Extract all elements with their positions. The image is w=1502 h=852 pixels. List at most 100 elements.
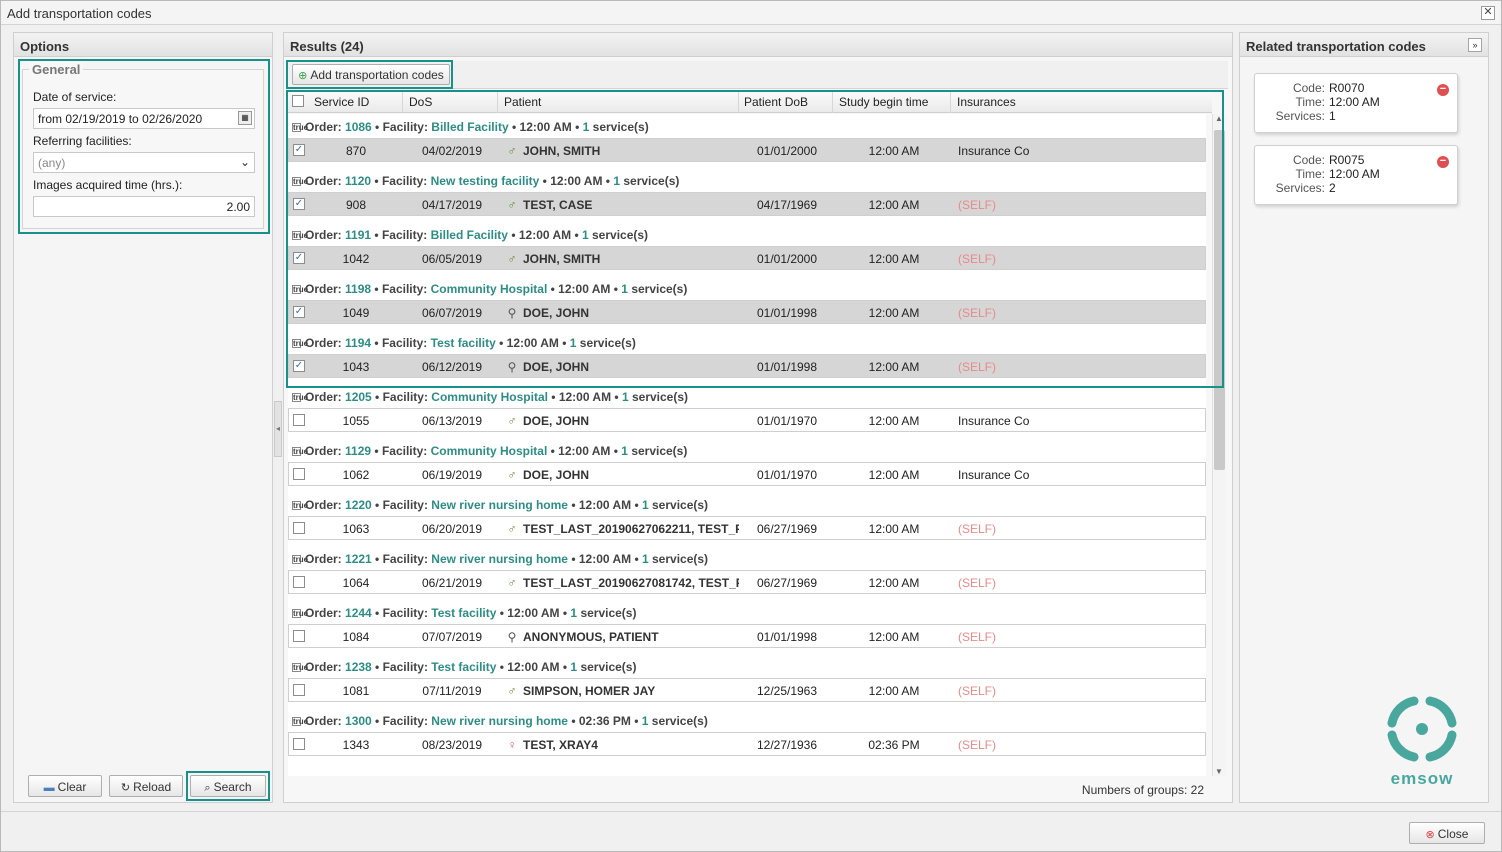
order-group-header[interactable]: trueOrder: 1191 • Facility: Billed Facil… <box>292 228 649 242</box>
group-toggle-icon[interactable]: true <box>292 555 309 564</box>
remove-icon[interactable]: − <box>1437 156 1449 168</box>
male-icon: ♂ <box>507 198 517 212</box>
order-group-header[interactable]: trueOrder: 1220 • Facility: New river nu… <box>292 498 709 512</box>
service-id-cell: 1343 <box>342 738 370 752</box>
order-group-header[interactable]: trueOrder: 1221 • Facility: New river nu… <box>292 552 709 566</box>
panel-splitter[interactable]: ◂ <box>274 401 282 457</box>
add-icon: ⊕ <box>298 70 308 82</box>
scrollbar-thumb[interactable] <box>1214 130 1225 470</box>
table-row[interactable]: ✓ 1042 06/05/2019 ♂ JOHN, SMITH 01/01/2000 12:… <box>288 246 1206 270</box>
row-checkbox[interactable] <box>293 684 305 696</box>
order-group-header[interactable]: trueOrder: 1120 • Facility: New testing … <box>292 174 680 188</box>
reload-button[interactable]: ↻ Reload <box>109 775 183 797</box>
group-toggle-icon[interactable]: true <box>292 177 309 186</box>
service-count: 1 <box>621 444 632 458</box>
group-toggle-icon[interactable]: true <box>292 231 309 240</box>
row-checkbox[interactable]: ✓ <box>293 252 305 264</box>
group-toggle-icon[interactable]: true <box>292 285 309 294</box>
row-checkbox[interactable] <box>293 522 305 534</box>
facility-link: Test facility <box>431 660 497 674</box>
order-group-header[interactable]: trueOrder: 1205 • Facility: Community Ho… <box>292 390 689 404</box>
table-row[interactable]: ✓ 1043 06/12/2019 ⚲ DOE, JOHN 01/01/1998 12:00… <box>288 354 1206 378</box>
col-patient-dob[interactable]: Patient DoB <box>744 95 809 109</box>
row-checkbox[interactable]: ✓ <box>293 306 305 318</box>
order-group-header[interactable]: trueOrder: 1244 • Facility: Test facilit… <box>292 606 637 620</box>
images-acquired-value: 2.00 <box>226 200 250 214</box>
insurance-cell: (SELF) <box>958 684 997 698</box>
facility-link: Community Hospital <box>430 444 548 458</box>
patient-cell: JOHN, SMITH <box>523 144 601 158</box>
table-row[interactable]: 1343 08/23/2019 ♀ TEST, XRAY4 12/27/1936 02:3… <box>288 732 1206 756</box>
referring-facilities-value: (any) <box>38 156 66 170</box>
select-all-checkbox[interactable] <box>292 95 304 107</box>
dos-cell: 04/02/2019 <box>421 144 483 158</box>
referring-facilities-select[interactable]: (any) ⌄ <box>33 152 255 173</box>
row-checkbox[interactable] <box>293 414 305 426</box>
close-icon[interactable]: ✕ <box>1481 6 1495 20</box>
collapse-panel-icon[interactable]: » <box>1468 38 1482 52</box>
results-toolbar: ⊕ Add transportation codes <box>288 61 1228 89</box>
images-acquired-field[interactable]: 2.00 <box>33 196 255 217</box>
group-toggle-icon[interactable]: true <box>292 339 309 348</box>
patient-dob-cell: 01/01/1998 <box>756 630 818 644</box>
col-insurances[interactable]: Insurances <box>957 95 1016 109</box>
remove-icon[interactable]: − <box>1437 84 1449 96</box>
table-row[interactable]: ✓ 1049 06/07/2019 ⚲ DOE, JOHN 01/01/1998 12:00… <box>288 300 1206 324</box>
results-grid: trueOrder: 1086 • Facility: Billed Facil… <box>288 114 1206 776</box>
add-transportation-codes-button[interactable]: ⊕ Add transportation codes <box>292 64 450 85</box>
table-row[interactable]: 1081 07/11/2019 ♂ SIMPSON, HOMER JAY 12/25/1… <box>288 678 1206 702</box>
group-toggle-icon[interactable]: true <box>292 501 309 510</box>
dos-cell: 08/23/2019 <box>421 738 483 752</box>
table-row[interactable]: ✓ 908 04/17/2019 ♂ TEST, CASE 04/17/1969 12:00… <box>288 192 1206 216</box>
service-id-cell: 1043 <box>342 360 370 374</box>
dialog-footer: ⊗ Close <box>1 811 1501 851</box>
table-row[interactable]: 1064 06/21/2019 ♂ TEST_LAST_20190627081742,… <box>288 570 1206 594</box>
group-toggle-icon[interactable]: true <box>292 393 309 402</box>
chevron-down-icon[interactable]: ⌄ <box>239 155 250 169</box>
vertical-scrollbar[interactable]: ▲ ▼ <box>1212 114 1226 776</box>
clear-button[interactable]: ▬ Clear <box>28 775 102 797</box>
order-group-header[interactable]: trueOrder: 1194 • Facility: Test facilit… <box>292 336 636 350</box>
row-checkbox[interactable]: ✓ <box>293 360 305 372</box>
row-checkbox[interactable]: ✓ <box>293 198 305 210</box>
group-toggle-icon[interactable]: true <box>292 717 309 726</box>
order-group-header[interactable]: trueOrder: 1129 • Facility: Community Ho… <box>292 444 688 458</box>
order-group-header[interactable]: trueOrder: 1086 • Facility: Billed Facil… <box>292 120 649 134</box>
service-count: 1 <box>641 552 652 566</box>
table-row[interactable]: 1055 06/13/2019 ♂ DOE, JOHN 01/01/1970 12:00 … <box>288 408 1206 432</box>
group-toggle-icon[interactable]: true <box>292 663 309 672</box>
patient-cell: TEST, XRAY4 <box>523 738 598 752</box>
insurance-cell: Insurance Co <box>958 144 1030 158</box>
study-begin-cell: 12:00 AM <box>868 360 920 374</box>
patient-cell: TEST_LAST_20190627062211, TEST_F <box>523 522 739 536</box>
scroll-up-icon[interactable]: ▲ <box>1215 114 1223 123</box>
row-checkbox[interactable] <box>293 630 305 642</box>
table-row[interactable]: 1062 06/19/2019 ♂ DOE, JOHN 01/01/1970 12:00 … <box>288 462 1206 486</box>
row-checkbox[interactable] <box>293 576 305 588</box>
row-checkbox[interactable] <box>293 738 305 750</box>
study-begin-cell: 12:00 AM <box>868 198 920 212</box>
search-button[interactable]: ⌕ Search <box>190 775 266 797</box>
col-study-begin-time[interactable]: Study begin time <box>839 95 929 109</box>
col-service-id[interactable]: Service ID <box>314 95 370 109</box>
close-button[interactable]: ⊗ Close <box>1409 822 1485 844</box>
calendar-icon[interactable]: ▦ <box>238 111 252 125</box>
table-row[interactable]: 1063 06/20/2019 ♂ TEST_LAST_20190627062211,… <box>288 516 1206 540</box>
scroll-down-icon[interactable]: ▼ <box>1215 767 1223 776</box>
row-checkbox[interactable] <box>293 468 305 480</box>
col-dos[interactable]: DoS <box>409 95 433 109</box>
table-row[interactable]: ✓ 870 04/02/2019 ♂ JOHN, SMITH 01/01/2000 12:0… <box>288 138 1206 162</box>
date-of-service-field[interactable]: from 02/19/2019 to 02/26/2020 ▦ <box>33 108 255 129</box>
group-toggle-icon[interactable]: true <box>292 609 309 618</box>
order-group-header[interactable]: trueOrder: 1198 • Facility: Community Ho… <box>292 282 688 296</box>
service-id-cell: 1049 <box>342 306 370 320</box>
service-id-cell: 1064 <box>342 576 370 590</box>
table-row[interactable]: 1084 07/07/2019 ⚲ ANONYMOUS, PATIENT 01/01/1… <box>288 624 1206 648</box>
row-checkbox[interactable]: ✓ <box>293 144 305 156</box>
col-patient[interactable]: Patient <box>504 95 542 109</box>
patient-dob-cell: 01/01/1998 <box>756 306 818 320</box>
order-group-header[interactable]: trueOrder: 1300 • Facility: New river nu… <box>292 714 708 728</box>
group-toggle-icon[interactable]: true <box>292 123 309 132</box>
group-toggle-icon[interactable]: true <box>292 447 309 456</box>
order-group-header[interactable]: trueOrder: 1238 • Facility: Test facilit… <box>292 660 637 674</box>
